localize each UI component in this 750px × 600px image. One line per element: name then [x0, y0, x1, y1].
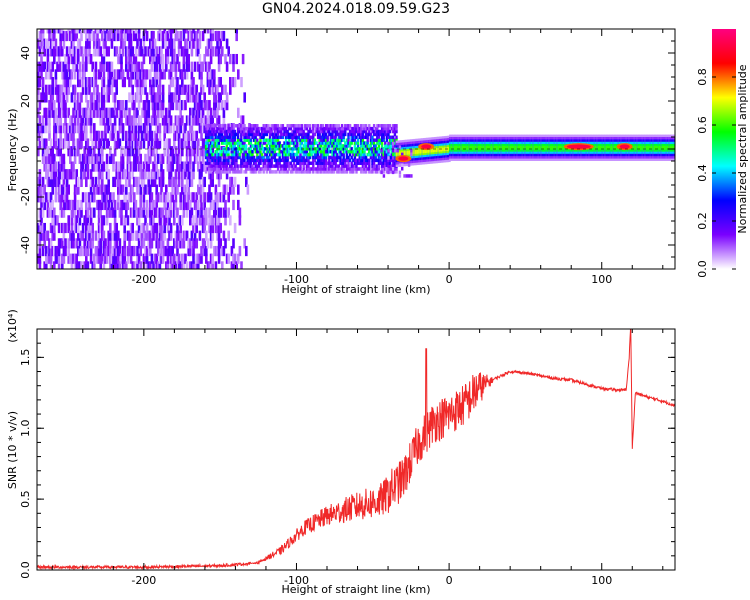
- spectrogram-ytick-label: 40: [19, 46, 32, 60]
- spectrogram-ylabel: Frequency (Hz): [6, 109, 19, 192]
- spectrogram-xtick-label: -200: [131, 273, 156, 286]
- snr-xtick-label: 100: [591, 574, 612, 587]
- snr-plot: [37, 329, 675, 570]
- snr-multiplier-label: (x10⁴): [6, 309, 19, 343]
- snr-xtick-label: 0: [446, 574, 453, 587]
- snr-frame: [36, 328, 676, 571]
- spectrogram-xtick-label: -100: [284, 273, 309, 286]
- colorbar-tick-label: 0.2: [696, 212, 709, 230]
- snr-series-line: [37, 329, 675, 570]
- spectrogram-ytick-label: -20: [19, 188, 32, 206]
- colorbar-tick-label: 0.0: [696, 260, 709, 278]
- spectrogram-xtick-label: 100: [591, 273, 612, 286]
- spectrogram-ytick-label: 20: [19, 94, 32, 108]
- spectrogram-ytick-label: -40: [19, 236, 32, 254]
- spectrogram-xtick-label: 0: [446, 273, 453, 286]
- colorbar: 0.0 0.2 0.4 0.6 0.8 Normalized spectral ampli…: [696, 29, 749, 278]
- snr-ytick-label: 0.5: [19, 490, 32, 508]
- snr-ytick-label: 1.0: [19, 419, 32, 437]
- snr-xtick-label: -200: [131, 574, 156, 587]
- colorbar-label: Normalized spectral amplitude: [736, 64, 749, 233]
- spectrogram-plot: [37, 29, 675, 269]
- snr-xlabel: Height of straight line (km): [281, 583, 430, 596]
- snr-ylabel: SNR (10 * v/v): [6, 411, 19, 489]
- colorbar-tick-label: 0.4: [696, 164, 709, 182]
- colorbar-tick-label: 0.8: [696, 68, 709, 86]
- snr-ytick-label: 1.5: [19, 349, 32, 367]
- spectrogram-xlabel: Height of straight line (km): [281, 283, 430, 296]
- colorbar-gradient: [712, 29, 736, 269]
- spectrogram-ytick-label: 0: [19, 146, 32, 153]
- snr-xtick-label: -100: [284, 574, 309, 587]
- snr-ytick-label: 0.0: [19, 561, 32, 579]
- chart-title: GN04.2024.018.09.59.G23: [261, 1, 451, 17]
- colorbar-tick-label: 0.6: [696, 116, 709, 134]
